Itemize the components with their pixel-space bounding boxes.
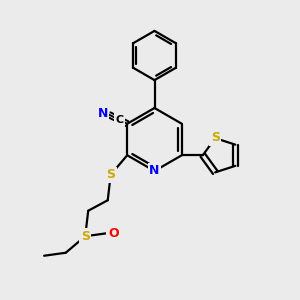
- Text: S: S: [211, 131, 220, 144]
- Text: S: S: [106, 168, 115, 181]
- Text: S: S: [81, 230, 90, 243]
- Text: N: N: [98, 107, 108, 120]
- Text: C: C: [116, 115, 124, 125]
- Text: N: N: [149, 164, 160, 178]
- Text: O: O: [108, 227, 119, 240]
